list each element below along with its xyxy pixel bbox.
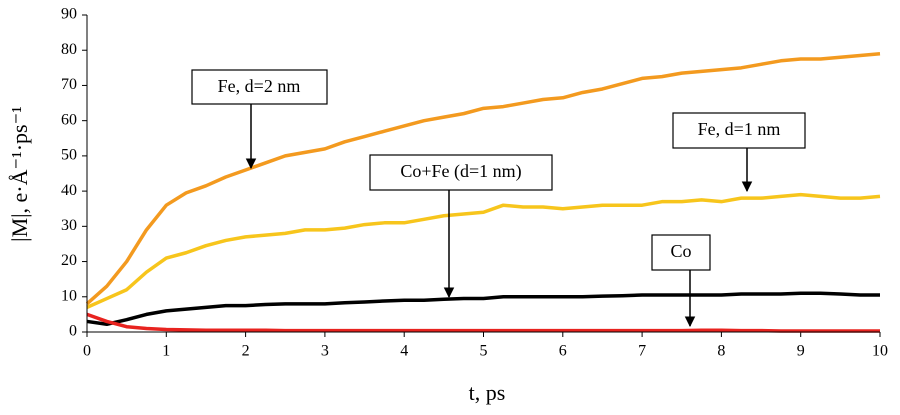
annotation-text: Co+Fe (d=1 nm)	[400, 161, 521, 182]
annotation: Co+Fe (d=1 nm)	[369, 154, 553, 299]
y-tick-label: 10	[61, 287, 77, 304]
x-tick-label: 10	[872, 343, 888, 360]
annotation-text: Fe, d=2 nm	[218, 76, 301, 96]
annotation-box	[191, 69, 328, 105]
x-tick-label: 2	[242, 343, 250, 360]
annotation-text: Fe, d=1 nm	[698, 119, 781, 139]
annotation-box	[672, 112, 806, 149]
annotation-box	[369, 154, 553, 191]
series-line	[86, 312, 880, 333]
x-tick-label: 5	[480, 343, 488, 360]
y-axis-label: |M|, e·Å⁻¹·ps⁻¹	[7, 106, 32, 242]
annotation: Fe, d=1 nm	[672, 112, 806, 193]
y-tick-label: 40	[61, 182, 77, 199]
plot-area: 0 10 20 30 40 50 60 70 80 90 0 1 2 3 4 5 6 7 8 9 10	[61, 6, 888, 360]
series-line	[85, 52, 881, 306]
y-tick-label: 90	[61, 6, 77, 23]
series-line	[86, 192, 881, 309]
y-tick-label: 80	[61, 41, 77, 58]
series-line	[86, 291, 880, 327]
x-tick-label: 1	[162, 343, 170, 360]
y-tick-label: 50	[61, 147, 77, 164]
y-tick-label: 0	[69, 323, 77, 340]
x-tick-label: 8	[717, 343, 725, 360]
y-tick-label: 60	[61, 111, 77, 128]
annotation-box	[651, 234, 711, 271]
x-tick-label: 4	[400, 343, 408, 360]
x-tick-label: 0	[83, 343, 91, 360]
x-axis-label: t, ps	[469, 380, 506, 405]
x-tick-label: 9	[797, 343, 805, 360]
annotation-text: Co	[670, 241, 691, 261]
x-tick-label: 3	[321, 343, 329, 360]
y-tick-label: 70	[61, 76, 77, 93]
y-tick-label: 20	[61, 252, 77, 269]
x-tick-label: 6	[559, 343, 567, 360]
annotation: Co	[651, 234, 711, 328]
x-tick-label: 7	[638, 343, 646, 360]
y-tick-label: 30	[61, 217, 77, 234]
annotation: Fe, d=2 nm	[191, 69, 328, 170]
